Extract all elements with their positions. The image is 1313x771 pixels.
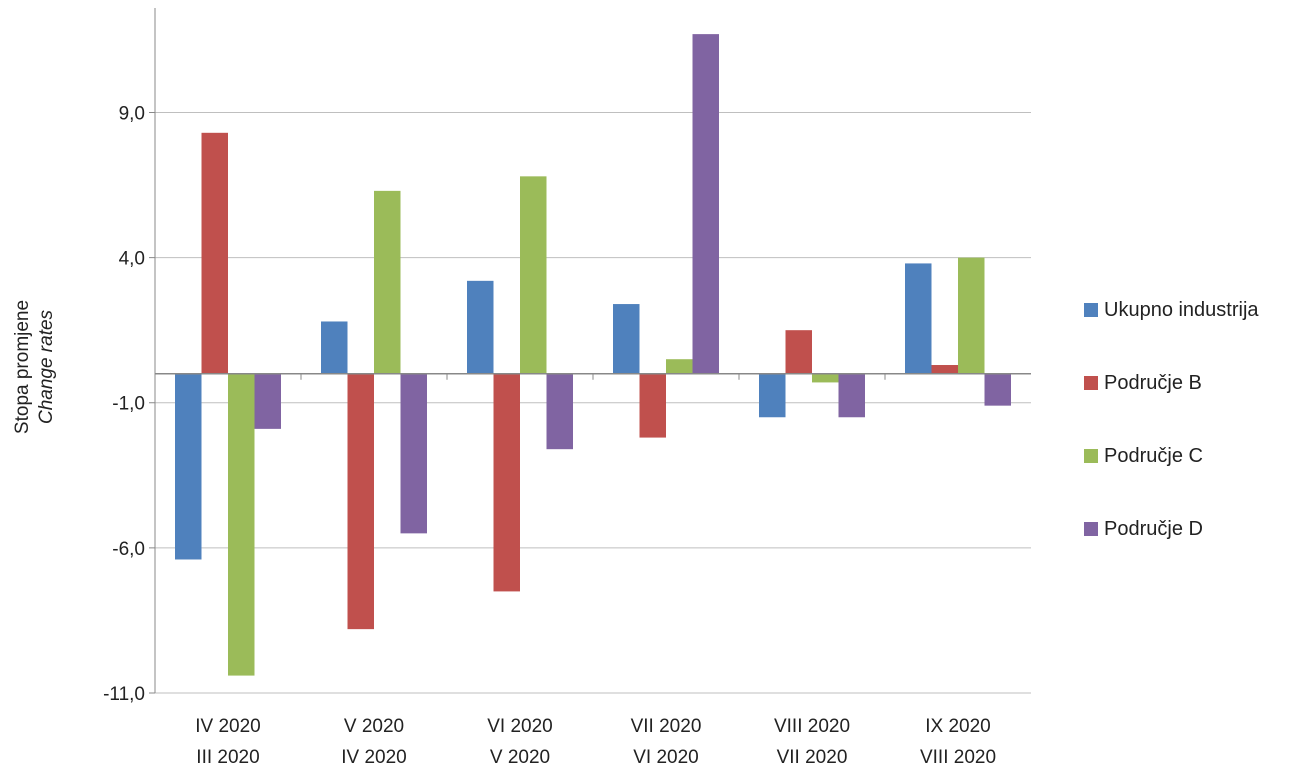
x-tick-label: III 2020 <box>196 747 259 768</box>
y-tick-label: -1,0 <box>112 394 145 415</box>
legend-item: Ukupno industrija <box>1084 298 1259 322</box>
legend-swatch <box>1084 522 1098 536</box>
x-tick-label: VIII 2020 <box>920 747 996 768</box>
x-tick-label: IV 2020 <box>195 716 261 737</box>
bar <box>374 190 401 374</box>
x-tick-label: IX 2020 <box>925 716 991 737</box>
tick-labels: 9,0 4,0 -1,0 -6,0 -11,0 IV 2020 III 2020 V 2020… <box>103 103 996 768</box>
gridlines <box>155 111 1031 694</box>
bar <box>958 257 985 374</box>
bar <box>321 321 348 374</box>
legend-item: Područje D <box>1084 517 1203 541</box>
bar <box>347 373 374 630</box>
x-tick-label: VII 2020 <box>777 747 848 768</box>
bar <box>692 34 719 374</box>
y-axis-title: Stopa promjene <box>12 300 33 434</box>
y-tick-label: -11,0 <box>103 684 145 705</box>
y-tick-label: 9,0 <box>119 103 145 124</box>
legend-label: Ukupno industrija <box>1104 298 1259 321</box>
legend-item: Područje C <box>1084 444 1203 468</box>
bar <box>201 132 228 374</box>
x-tick-label: IV 2020 <box>341 747 407 768</box>
bar <box>812 373 839 383</box>
bar <box>228 373 255 676</box>
legend-swatch <box>1084 449 1098 463</box>
bar <box>175 373 202 560</box>
y-tick-label: 4,0 <box>119 249 145 270</box>
x-tick-label: VIII 2020 <box>774 716 850 737</box>
x-tick-label: VII 2020 <box>631 716 702 737</box>
bar <box>759 373 786 418</box>
legend-label: Područje D <box>1104 517 1203 540</box>
bar <box>838 373 865 418</box>
legend-label: Područje C <box>1104 444 1203 467</box>
bar <box>666 359 693 374</box>
y-tick-label: -6,0 <box>112 539 145 560</box>
legend-swatch <box>1084 376 1098 390</box>
bar <box>639 373 666 438</box>
legend-label: Područje B <box>1104 371 1202 394</box>
bar <box>905 263 932 374</box>
bars <box>175 34 1011 676</box>
bar <box>785 330 812 374</box>
x-tick-label: VI 2020 <box>633 747 699 768</box>
bar <box>520 176 547 374</box>
bar <box>613 304 640 374</box>
bar <box>984 373 1011 406</box>
bar <box>493 373 520 592</box>
axes <box>149 8 1031 694</box>
legend-swatch <box>1084 303 1098 317</box>
x-tick-label: V 2020 <box>344 716 404 737</box>
bar <box>400 373 427 534</box>
bar <box>467 280 494 374</box>
y-axis-subtitle: Change rates <box>36 309 57 424</box>
bar <box>931 365 958 374</box>
legend-item: Područje B <box>1084 371 1202 395</box>
bar <box>254 373 281 429</box>
bar <box>546 373 573 450</box>
x-tick-label: VI 2020 <box>487 716 553 737</box>
x-tick-label: V 2020 <box>490 747 550 768</box>
